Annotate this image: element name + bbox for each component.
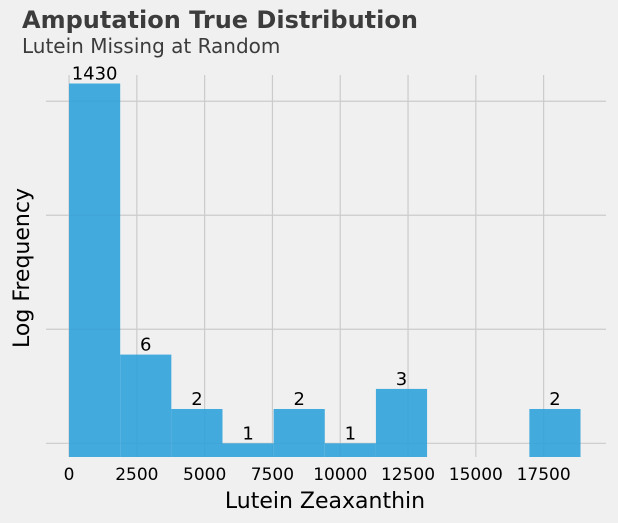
y-axis-label: Log Frequency [10, 188, 35, 348]
x-tick-label: 0 [64, 465, 75, 485]
x-tick-labels: 0 2500 5000 7500 10000 12500 15000 17500 [64, 465, 571, 485]
histogram-bar [69, 83, 121, 458]
bar-value-label: 1 [242, 423, 253, 444]
x-tick-label: 2500 [115, 465, 158, 485]
bars [69, 83, 581, 458]
histogram-bar [375, 388, 428, 457]
histogram-bar [324, 443, 376, 457]
histogram-bar [120, 354, 172, 457]
x-tick-label: 7500 [251, 465, 294, 485]
bar-value-label: 1430 [72, 64, 118, 85]
x-tick-label: 10000 [313, 465, 367, 485]
x-tick-label: 12500 [381, 465, 435, 485]
bar-value-label: 2 [293, 389, 304, 410]
x-tick-label: 15000 [449, 465, 503, 485]
histogram-bar [529, 408, 581, 457]
histogram-bar [273, 408, 325, 457]
chart-title: Amputation True Distribution [22, 6, 418, 34]
x-tick-label: 5000 [183, 465, 226, 485]
chart-subtitle: Lutein Missing at Random [22, 34, 281, 58]
x-axis-label: Lutein Zeaxanthin [225, 489, 425, 514]
histogram-bar [171, 408, 223, 457]
grid-lines [46, 75, 606, 457]
bar-value-label: 2 [191, 389, 202, 410]
histogram-bar [222, 443, 274, 457]
bar-value-label: 2 [549, 389, 560, 410]
bar-labels: 1430 6 2 1 2 1 3 2 [72, 64, 561, 445]
bar-value-label: 1 [345, 423, 356, 444]
bar-value-label: 6 [140, 335, 151, 356]
x-tick-label: 17500 [517, 465, 571, 485]
bar-value-label: 3 [396, 369, 407, 390]
